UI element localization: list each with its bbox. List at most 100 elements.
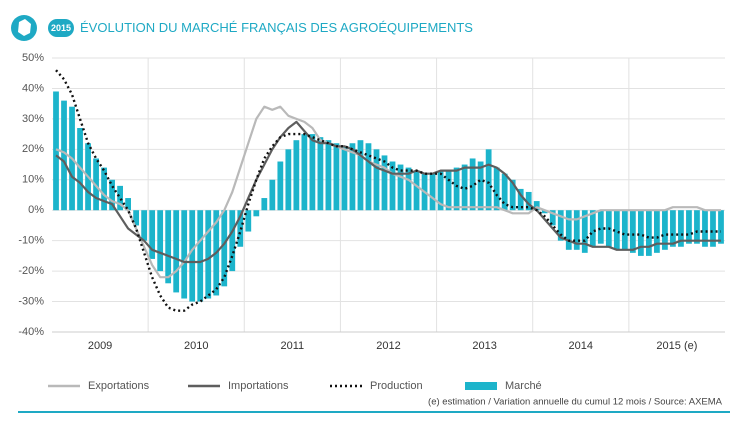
bar bbox=[389, 161, 396, 211]
bar bbox=[654, 210, 660, 253]
bar bbox=[533, 201, 540, 211]
bar bbox=[253, 210, 260, 217]
bar bbox=[525, 191, 532, 211]
bar bbox=[221, 210, 228, 287]
chart-title: ÉVOLUTION DU MARCHÉ FRANÇAIS DES AGROÉQU… bbox=[80, 20, 473, 35]
x-tick-label: 2009 bbox=[88, 340, 112, 352]
bar bbox=[702, 210, 708, 247]
bar bbox=[557, 210, 564, 241]
y-tick-label: -30% bbox=[18, 295, 44, 307]
line-series bbox=[55, 69, 721, 312]
bar bbox=[589, 210, 596, 247]
bar bbox=[373, 149, 380, 211]
bar bbox=[477, 161, 484, 211]
bar bbox=[613, 210, 620, 250]
bar bbox=[429, 173, 436, 211]
bar bbox=[277, 161, 284, 211]
france-shape bbox=[18, 19, 31, 36]
bar bbox=[197, 210, 204, 302]
bar bbox=[493, 167, 500, 211]
bar bbox=[445, 170, 452, 211]
y-tick-label: 40% bbox=[22, 82, 44, 94]
bar bbox=[317, 137, 324, 211]
bar bbox=[125, 198, 131, 211]
bar bbox=[686, 210, 692, 244]
x-tick-label: 2012 bbox=[376, 340, 400, 352]
y-tick-label: 10% bbox=[22, 174, 44, 186]
bar bbox=[293, 140, 300, 211]
bar bbox=[461, 164, 468, 211]
bar bbox=[365, 143, 372, 211]
bar bbox=[341, 146, 348, 211]
bar bbox=[165, 210, 172, 284]
bar bbox=[710, 210, 716, 247]
bar bbox=[173, 210, 180, 293]
bar bbox=[405, 167, 412, 211]
note: (e) estimation / Variation annuelle du c… bbox=[428, 397, 723, 408]
bar bbox=[597, 210, 604, 244]
bar bbox=[469, 158, 476, 211]
bar bbox=[301, 134, 308, 211]
x-tick-label: 2015 (e) bbox=[656, 340, 697, 352]
x-tick-label: 2013 bbox=[472, 340, 496, 352]
line-series bbox=[55, 105, 721, 279]
bar bbox=[509, 179, 516, 211]
bar bbox=[141, 210, 148, 241]
bar bbox=[565, 210, 572, 250]
bar bbox=[269, 179, 276, 211]
bar bbox=[670, 210, 676, 247]
bar bbox=[541, 210, 548, 214]
bar bbox=[629, 210, 636, 253]
y-tick-label: 50% bbox=[22, 52, 44, 64]
y-tick-label: 0% bbox=[28, 204, 44, 216]
bar bbox=[157, 210, 164, 272]
bar bbox=[357, 140, 364, 211]
bar bbox=[621, 210, 628, 250]
line-series bbox=[55, 120, 721, 264]
badge-bg bbox=[48, 19, 74, 37]
bar bbox=[453, 167, 460, 211]
y-tick-label: 20% bbox=[22, 143, 44, 155]
x-tick-label: 2010 bbox=[184, 340, 208, 352]
bar bbox=[229, 210, 236, 272]
bar bbox=[189, 210, 196, 302]
bar bbox=[381, 155, 388, 211]
bar bbox=[117, 185, 123, 211]
bar bbox=[333, 143, 340, 211]
bar bbox=[261, 198, 268, 211]
bar bbox=[678, 210, 684, 247]
bar bbox=[309, 134, 316, 211]
x-tick-label: 2014 bbox=[569, 340, 593, 352]
bar bbox=[646, 210, 652, 256]
bar bbox=[397, 164, 404, 211]
bar bbox=[549, 210, 556, 226]
y-tick-label: -20% bbox=[18, 265, 44, 277]
y-tick-label: 30% bbox=[22, 113, 44, 125]
bar bbox=[101, 167, 107, 211]
bar bbox=[573, 210, 580, 250]
y-tick-label: -10% bbox=[18, 235, 44, 247]
bar bbox=[61, 100, 67, 211]
bar bbox=[437, 170, 444, 211]
bar bbox=[485, 149, 492, 211]
bar bbox=[517, 188, 524, 211]
bar bbox=[149, 210, 156, 259]
bar bbox=[413, 170, 420, 211]
legend-label: Marché bbox=[505, 380, 542, 392]
bar bbox=[285, 149, 292, 211]
bar bbox=[53, 91, 59, 211]
legend-label: Production bbox=[370, 380, 423, 392]
bar bbox=[181, 210, 188, 299]
bar bbox=[109, 179, 115, 211]
y-tick-label: -40% bbox=[18, 326, 44, 338]
bar bbox=[245, 210, 252, 232]
bar bbox=[581, 210, 588, 253]
bar bbox=[501, 173, 508, 211]
bar bbox=[349, 143, 356, 211]
bar bbox=[133, 210, 140, 226]
bar bbox=[718, 210, 724, 244]
badge: 2015 bbox=[51, 23, 71, 33]
bar bbox=[694, 210, 700, 244]
legend-label: Importations bbox=[228, 380, 289, 392]
